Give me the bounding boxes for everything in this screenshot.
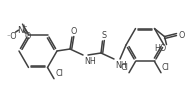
Text: Cl: Cl	[162, 62, 170, 71]
Text: O: O	[178, 31, 185, 40]
Text: NH: NH	[115, 60, 127, 69]
Text: HO: HO	[154, 44, 167, 53]
Text: NH: NH	[84, 56, 96, 65]
Text: Cl: Cl	[120, 62, 128, 71]
Text: O: O	[24, 31, 31, 40]
Text: ⁻O: ⁻O	[6, 31, 17, 40]
Text: N: N	[17, 25, 24, 34]
Text: O: O	[71, 27, 77, 36]
Text: Cl: Cl	[55, 68, 63, 77]
Text: +: +	[22, 24, 27, 30]
Text: S: S	[101, 31, 107, 40]
